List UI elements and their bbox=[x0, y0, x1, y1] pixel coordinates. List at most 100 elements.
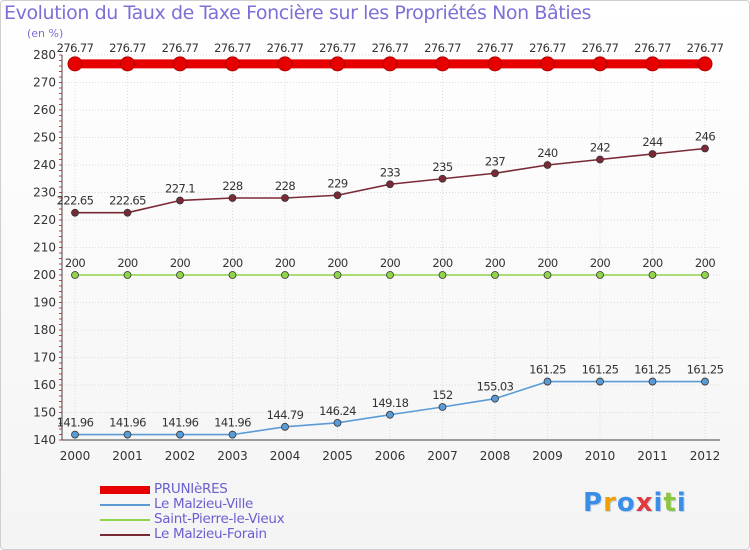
data-point-le-malzieu-ville bbox=[228, 430, 237, 439]
data-label-saint-pierre-le-vieux: 200 bbox=[222, 256, 242, 270]
data-label-le-malzieu-forain: 244 bbox=[642, 135, 662, 149]
data-point-le-malzieu-ville bbox=[71, 430, 79, 439]
data-point-saint-pierre-le-vieux bbox=[438, 271, 447, 279]
data-point-prunieres bbox=[487, 56, 503, 72]
data-point-le-malzieu-forain bbox=[596, 155, 604, 164]
data-point-le-malzieu-forain bbox=[281, 194, 289, 202]
y-tick-label: 170 bbox=[33, 351, 56, 365]
data-label-saint-pierre-le-vieux: 200 bbox=[695, 256, 715, 270]
data-label-prunieres: 276.77 bbox=[267, 41, 304, 55]
data-point-le-malzieu-ville bbox=[648, 377, 657, 386]
data-label-prunieres: 276.77 bbox=[582, 41, 619, 55]
data-label-saint-pierre-le-vieux: 200 bbox=[485, 256, 505, 270]
y-tick-label: 190 bbox=[33, 296, 56, 310]
data-label-le-malzieu-forain: 228 bbox=[222, 179, 242, 193]
data-point-saint-pierre-le-vieux bbox=[491, 271, 499, 279]
y-axis-unit-label: (en %) bbox=[27, 27, 64, 40]
data-label-saint-pierre-le-vieux: 200 bbox=[537, 256, 557, 270]
legend-label-le-malzieu-ville: Le Malzieu-Ville bbox=[154, 496, 254, 512]
data-label-le-malzieu-ville: 155.03 bbox=[477, 380, 514, 394]
data-label-prunieres: 276.77 bbox=[687, 41, 724, 55]
data-point-saint-pierre-le-vieux bbox=[281, 271, 289, 279]
data-label-le-malzieu-forain: 237 bbox=[485, 154, 505, 168]
data-point-le-malzieu-forain bbox=[701, 144, 709, 153]
x-tick-label: 2001 bbox=[112, 449, 143, 463]
data-label-prunieres: 276.77 bbox=[214, 41, 251, 55]
data-label-le-malzieu-forain: 240 bbox=[537, 146, 557, 160]
data-label-saint-pierre-le-vieux: 200 bbox=[117, 256, 137, 270]
data-point-saint-pierre-le-vieux bbox=[176, 271, 184, 279]
x-tick-label: 2004 bbox=[270, 449, 301, 463]
x-tick-label: 2008 bbox=[480, 449, 511, 463]
data-point-prunieres bbox=[67, 56, 83, 72]
data-label-le-malzieu-forain: 228 bbox=[275, 179, 295, 193]
data-label-saint-pierre-le-vieux: 200 bbox=[380, 256, 400, 270]
data-point-le-malzieu-ville bbox=[176, 430, 184, 439]
proxiti-logo: Proxiti bbox=[583, 488, 687, 518]
legend-swatch-le-malzieu-forain bbox=[100, 534, 150, 536]
logo-letter: r bbox=[603, 488, 617, 518]
data-label-le-malzieu-ville: 141.96 bbox=[109, 416, 146, 430]
data-label-saint-pierre-le-vieux: 200 bbox=[65, 256, 85, 270]
data-point-le-malzieu-forain bbox=[438, 174, 447, 183]
x-tick-label: 2009 bbox=[532, 449, 563, 463]
data-label-le-malzieu-ville: 152 bbox=[432, 388, 452, 402]
legend-item-le-malzieu-ville: Le Malzieu-Ville bbox=[100, 496, 360, 513]
data-label-le-malzieu-ville: 161.25 bbox=[582, 363, 619, 377]
data-point-prunieres bbox=[225, 56, 240, 72]
data-point-prunieres bbox=[645, 56, 660, 72]
data-point-saint-pierre-le-vieux bbox=[123, 271, 132, 279]
data-point-prunieres bbox=[435, 56, 450, 72]
legend-label-prunieres: PRUNIèRES bbox=[154, 481, 228, 497]
data-point-saint-pierre-le-vieux bbox=[596, 271, 604, 279]
data-label-le-malzieu-forain: 227.1 bbox=[165, 181, 195, 195]
data-point-prunieres bbox=[120, 56, 135, 72]
data-point-le-malzieu-forain bbox=[228, 194, 237, 202]
x-tick-label: 2002 bbox=[165, 449, 196, 463]
data-point-le-malzieu-forain bbox=[176, 196, 184, 205]
logo-letter: i bbox=[653, 488, 664, 518]
data-label-le-malzieu-forain: 222.65 bbox=[57, 194, 94, 208]
data-point-prunieres bbox=[330, 56, 345, 72]
data-point-prunieres bbox=[382, 56, 398, 72]
data-label-le-malzieu-ville: 144.79 bbox=[267, 408, 304, 422]
data-point-prunieres bbox=[540, 56, 555, 72]
data-label-prunieres: 276.77 bbox=[57, 41, 94, 55]
y-tick-label: 280 bbox=[33, 48, 56, 62]
data-point-le-malzieu-ville bbox=[491, 394, 499, 403]
data-label-le-malzieu-ville: 161.25 bbox=[687, 363, 724, 377]
data-point-prunieres bbox=[697, 56, 713, 72]
data-label-le-malzieu-forain: 242 bbox=[590, 141, 610, 155]
x-tick-label: 2007 bbox=[427, 449, 458, 463]
legend-item-saint-pierre-le-vieux: Saint-Pierre-le-Vieux bbox=[100, 511, 360, 528]
data-label-le-malzieu-ville: 141.96 bbox=[57, 416, 94, 430]
y-tick-label: 180 bbox=[33, 323, 56, 337]
legend-swatch-le-malzieu-ville bbox=[100, 504, 150, 506]
chart-title: Evolution du Taux de Taxe Foncière sur l… bbox=[4, 2, 592, 24]
legend-item-le-malzieu-forain: Le Malzieu-Forain bbox=[100, 526, 360, 543]
legend-label-saint-pierre-le-vieux: Saint-Pierre-le-Vieux bbox=[154, 511, 285, 527]
data-label-saint-pierre-le-vieux: 200 bbox=[327, 256, 347, 270]
data-point-le-malzieu-forain bbox=[71, 208, 79, 217]
data-label-prunieres: 276.77 bbox=[529, 41, 566, 55]
data-point-le-malzieu-forain bbox=[123, 208, 132, 217]
data-label-le-malzieu-forain: 229 bbox=[327, 176, 347, 190]
data-point-saint-pierre-le-vieux bbox=[648, 271, 657, 279]
x-tick-label: 2000 bbox=[60, 449, 91, 463]
data-label-le-malzieu-ville: 141.96 bbox=[214, 416, 251, 430]
data-point-prunieres bbox=[277, 56, 293, 72]
data-label-le-malzieu-forain: 233 bbox=[380, 165, 400, 179]
y-tick-label: 240 bbox=[33, 158, 56, 172]
data-point-le-malzieu-ville bbox=[281, 422, 289, 431]
data-point-le-malzieu-forain bbox=[386, 180, 394, 189]
data-label-le-malzieu-forain: 222.65 bbox=[109, 194, 146, 208]
logo-letter: P bbox=[583, 488, 604, 518]
data-label-prunieres: 276.77 bbox=[424, 41, 461, 55]
logo-letter: t bbox=[663, 488, 677, 518]
data-point-le-malzieu-ville bbox=[386, 410, 394, 419]
data-label-prunieres: 276.77 bbox=[109, 41, 146, 55]
y-tick-label: 160 bbox=[33, 378, 56, 392]
data-label-le-malzieu-forain: 235 bbox=[432, 160, 452, 174]
y-tick-label: 150 bbox=[33, 406, 56, 420]
data-point-le-malzieu-ville bbox=[333, 418, 342, 427]
